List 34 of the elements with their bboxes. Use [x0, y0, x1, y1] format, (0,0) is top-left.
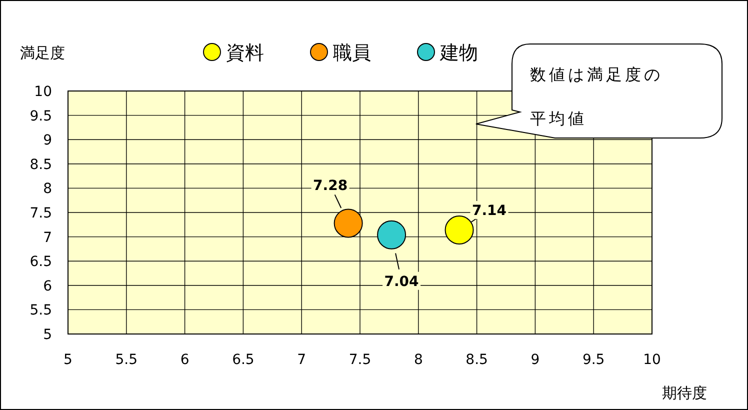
x-tick-label: 7 — [297, 352, 306, 368]
point — [444, 215, 474, 244]
y-tick-label: 5 — [43, 327, 52, 343]
x-tick-label: 10 — [643, 352, 661, 368]
y-tick-label: 8.5 — [30, 156, 52, 173]
data-label: 7.14 — [472, 202, 507, 219]
y-tick-label: 6 — [43, 278, 52, 294]
y-tick-label: 7 — [43, 230, 52, 246]
legend-label: 資料 — [226, 42, 264, 64]
x-tick-label: 7.5 — [348, 352, 372, 368]
y-tick-label: 8 — [43, 181, 52, 198]
x-tick-label: 6.5 — [232, 352, 254, 368]
point — [377, 220, 406, 250]
x-tick-label: 9.5 — [582, 352, 605, 368]
x-tick-label: 9 — [530, 352, 540, 368]
x-tick-label: 8.5 — [466, 352, 488, 368]
point — [334, 208, 363, 238]
y-tick-label: 6.5 — [30, 254, 52, 270]
x-tick-label: 5.5 — [115, 352, 138, 368]
y-tick-label: 10 — [34, 84, 52, 100]
x-tick-label: 5 — [64, 352, 72, 368]
y-tick-label: 5.5 — [30, 302, 52, 319]
y-tick-label: 7.5 — [30, 206, 52, 222]
x-axis-title: 期待度 — [662, 384, 707, 402]
data-label: 7.04 — [384, 274, 420, 290]
y-tick-label: 9.5 — [30, 108, 52, 124]
x-tick-label: 8 — [414, 352, 423, 368]
text: 数値は満足度の平均値 — [530, 65, 663, 128]
data-label: 7.28 — [313, 178, 348, 194]
y-tick-label: 9 — [43, 132, 52, 149]
y-axis-title: 満足度 — [20, 44, 65, 62]
legend-label: 建物 — [439, 42, 478, 64]
legend-label: 職員 — [333, 42, 371, 64]
x-tick-label: 6 — [180, 352, 190, 368]
